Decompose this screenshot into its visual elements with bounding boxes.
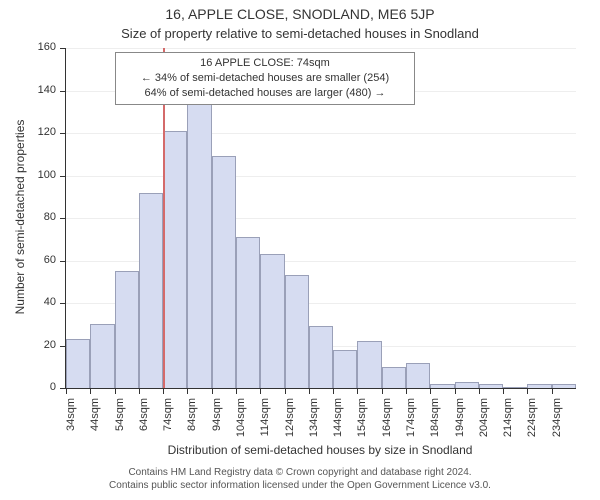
x-tick — [260, 388, 261, 394]
histogram-bar — [382, 367, 406, 388]
histogram-bar — [333, 350, 357, 388]
footer-line1: Contains HM Land Registry data © Crown c… — [0, 466, 600, 479]
y-tick-label: 120 — [20, 126, 56, 138]
x-tick-label: 94sqm — [211, 398, 223, 448]
x-tick — [382, 388, 383, 394]
x-tick — [357, 388, 358, 394]
x-tick-label: 184sqm — [429, 398, 441, 448]
y-tick — [60, 176, 66, 177]
x-tick-label: 234sqm — [551, 398, 563, 448]
histogram-bar — [139, 193, 163, 389]
y-tick-label: 100 — [20, 169, 56, 181]
histogram-bar — [503, 387, 527, 388]
x-tick — [455, 388, 456, 394]
histogram-bar — [212, 156, 236, 388]
y-tick — [60, 91, 66, 92]
x-tick-label: 144sqm — [332, 398, 344, 448]
x-tick — [139, 388, 140, 394]
x-tick-label: 194sqm — [454, 398, 466, 448]
histogram-bar — [406, 363, 430, 389]
histogram-bar — [66, 339, 90, 388]
y-tick-label: 160 — [20, 41, 56, 53]
histogram-bar — [285, 275, 309, 388]
footer-text: Contains HM Land Registry data © Crown c… — [0, 466, 600, 492]
histogram-bar — [455, 382, 479, 388]
x-tick-label: 74sqm — [162, 398, 174, 448]
y-tick — [60, 133, 66, 134]
histogram-bar — [309, 326, 333, 388]
chart-container: 16, APPLE CLOSE, SNODLAND, ME6 5JP Size … — [0, 0, 600, 500]
x-tick-label: 84sqm — [186, 398, 198, 448]
x-tick-label: 34sqm — [65, 398, 77, 448]
y-tick-label: 60 — [20, 254, 56, 266]
y-tick — [60, 303, 66, 304]
x-tick — [430, 388, 431, 394]
x-tick-label: 124sqm — [284, 398, 296, 448]
x-tick — [187, 388, 188, 394]
x-tick — [503, 388, 504, 394]
x-tick — [309, 388, 310, 394]
histogram-bar — [430, 384, 454, 388]
y-tick — [60, 48, 66, 49]
y-tick-label: 40 — [20, 296, 56, 308]
histogram-bar — [115, 271, 139, 388]
histogram-bar — [163, 131, 187, 388]
grid-line — [66, 176, 576, 177]
grid-line — [66, 48, 576, 49]
histogram-bar — [357, 341, 381, 388]
x-tick-label: 204sqm — [478, 398, 490, 448]
x-tick-label: 154sqm — [356, 398, 368, 448]
chart-subtitle: Size of property relative to semi-detach… — [0, 26, 600, 41]
annotation-line: ← 34% of semi-detached houses are smalle… — [124, 71, 406, 86]
x-tick-label: 44sqm — [89, 398, 101, 448]
x-tick-label: 164sqm — [381, 398, 393, 448]
histogram-bar — [260, 254, 284, 388]
x-tick-label: 64sqm — [138, 398, 150, 448]
x-tick — [236, 388, 237, 394]
x-tick — [552, 388, 553, 394]
histogram-bar — [552, 384, 576, 388]
histogram-bar — [187, 103, 211, 388]
x-tick-label: 224sqm — [526, 398, 538, 448]
y-tick-label: 140 — [20, 84, 56, 96]
annotation-box: 16 APPLE CLOSE: 74sqm← 34% of semi-detac… — [115, 52, 415, 105]
y-tick-label: 80 — [20, 211, 56, 223]
x-tick — [66, 388, 67, 394]
x-tick-label: 134sqm — [308, 398, 320, 448]
x-tick — [115, 388, 116, 394]
x-tick — [285, 388, 286, 394]
histogram-bar — [236, 237, 260, 388]
y-tick-label: 0 — [20, 381, 56, 393]
x-tick — [333, 388, 334, 394]
histogram-bar — [90, 324, 114, 388]
x-tick-label: 174sqm — [405, 398, 417, 448]
y-tick — [60, 261, 66, 262]
x-tick — [479, 388, 480, 394]
grid-line — [66, 133, 576, 134]
x-tick — [406, 388, 407, 394]
histogram-bar — [479, 384, 503, 388]
y-tick — [60, 218, 66, 219]
x-tick — [527, 388, 528, 394]
histogram-bar — [527, 384, 551, 388]
x-tick-label: 214sqm — [502, 398, 514, 448]
annotation-line: 16 APPLE CLOSE: 74sqm — [124, 56, 406, 71]
footer-line2: Contains public sector information licen… — [0, 479, 600, 492]
x-tick-label: 104sqm — [235, 398, 247, 448]
x-tick — [212, 388, 213, 394]
x-tick — [90, 388, 91, 394]
page-title: 16, APPLE CLOSE, SNODLAND, ME6 5JP — [0, 6, 600, 22]
x-tick — [163, 388, 164, 394]
y-tick-label: 20 — [20, 339, 56, 351]
x-tick-label: 54sqm — [114, 398, 126, 448]
annotation-line: 64% of semi-detached houses are larger (… — [124, 86, 406, 101]
x-tick-label: 114sqm — [259, 398, 271, 448]
